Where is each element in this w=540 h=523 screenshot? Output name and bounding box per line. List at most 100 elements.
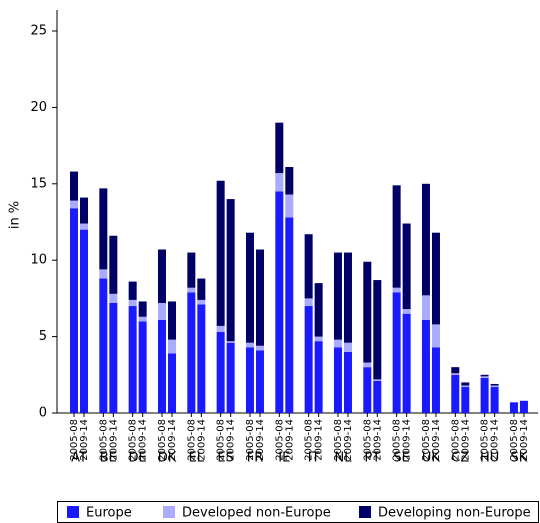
x-subcategory-label: 2009-14: [196, 419, 207, 461]
bar-segment: [392, 287, 401, 293]
bar-segment: [70, 200, 78, 209]
bar-segment: [314, 341, 323, 413]
bar-segment: [343, 351, 352, 413]
bar-segment: [70, 171, 78, 201]
bar-segment: [197, 278, 206, 300]
x-category-label: DK: [158, 451, 177, 466]
bar-segment: [480, 377, 489, 413]
bar-segment: [431, 232, 440, 325]
bar-segment: [314, 283, 323, 337]
bar-segment: [451, 367, 460, 374]
bar-segment: [80, 197, 88, 224]
bar-segment: [157, 249, 166, 303]
x-subcategory-label: 2009-14: [226, 419, 237, 461]
bar-segment: [226, 199, 235, 342]
y-tick-label: 0: [39, 406, 47, 421]
x-category-label: NL: [334, 451, 352, 466]
x-subcategory-label: 2009-14: [490, 419, 501, 461]
bar-segment: [138, 321, 147, 413]
bar-segment: [138, 301, 147, 317]
bar-segment: [333, 339, 342, 348]
x-category-label: HU: [480, 451, 499, 466]
bar-segment: [333, 252, 342, 340]
y-tick-label: 5: [39, 329, 47, 344]
x-subcategory-label: 2005-08: [392, 419, 403, 461]
bar-segment: [373, 380, 382, 413]
bar-segment: [99, 269, 108, 279]
x-subcategory-label: 2009-14: [138, 419, 149, 461]
y-tick-label: 10: [30, 253, 47, 268]
bar-segment: [285, 166, 294, 195]
bar-segment: [285, 194, 294, 218]
bar-segment: [167, 339, 176, 354]
bar-segment: [128, 306, 137, 413]
bar-segment: [402, 223, 411, 310]
x-subcategory-label: 2005-08: [362, 419, 373, 461]
bar-segment: [109, 235, 118, 294]
x-category-label: CZ: [451, 451, 469, 466]
bar-segment: [128, 281, 137, 300]
x-subcategory-label: 2009-14: [284, 419, 295, 461]
bar-segment: [363, 362, 372, 368]
bar-segment: [128, 299, 137, 307]
bar-segment: [157, 319, 166, 413]
bar-segment: [216, 332, 225, 413]
x-subcategory-label: 2009-14: [255, 419, 266, 461]
bar-segment: [197, 299, 206, 305]
x-subcategory-label: 2005-08: [128, 419, 139, 461]
legend-swatch: [359, 506, 371, 518]
bar-segment: [109, 302, 118, 413]
x-subcategory-label: 2005-08: [245, 419, 256, 461]
bar-segment: [304, 234, 313, 299]
bar-segment: [461, 385, 470, 388]
bar-segment: [187, 292, 196, 413]
bar-segment: [138, 316, 147, 322]
bar-segment: [314, 336, 323, 342]
bar-segment: [392, 185, 401, 288]
bar-segment: [373, 280, 382, 380]
x-subcategory-label: 2009-14: [402, 419, 413, 461]
bar-segment: [480, 376, 489, 378]
bar-segment: [451, 373, 460, 375]
legend-label: Developed non-Europe: [182, 506, 331, 521]
bar-segment: [421, 183, 430, 296]
x-category-label: SK: [511, 451, 528, 466]
bar-segment: [99, 278, 108, 413]
bar-segment: [255, 350, 264, 413]
bar-segment: [343, 252, 352, 343]
bar-segment: [490, 383, 499, 386]
bar-segment: [275, 191, 284, 413]
bar-segment: [431, 347, 440, 413]
bar-segment: [451, 374, 460, 413]
bar-segment: [285, 217, 294, 413]
bar-segment: [226, 342, 235, 413]
bar-segment: [197, 304, 206, 413]
bar-segment: [226, 341, 235, 343]
bar-segment: [480, 374, 489, 377]
x-subcategory-label: 2005-08: [216, 419, 227, 461]
bar-segment: [187, 252, 196, 288]
x-subcategory-label: 2005-08: [98, 419, 109, 461]
bar-segment: [421, 319, 430, 413]
bar-segment: [245, 347, 254, 413]
x-category-label: FR: [247, 451, 264, 466]
x-subcategory-label: 2005-08: [450, 419, 461, 461]
bar-segment: [490, 385, 499, 388]
y-tick-label: 25: [30, 24, 47, 39]
x-subcategory-label: 2005-08: [304, 419, 315, 461]
bar-segment: [275, 173, 284, 192]
bar-segment: [245, 342, 254, 348]
bar-segment: [216, 325, 225, 333]
bar-segment: [157, 302, 166, 320]
x-subcategory-label: 2005-08: [421, 419, 432, 461]
bar-segment: [509, 402, 518, 413]
bar-segment: [461, 387, 470, 413]
bar-segment: [255, 249, 264, 346]
x-subcategory-label: 2009-14: [372, 419, 383, 461]
legend-label: Developing non-Europe: [378, 506, 531, 521]
x-subcategory-label: 2005-08: [157, 419, 168, 461]
bar-segment: [167, 301, 176, 340]
x-category-label: EL: [189, 451, 205, 466]
x-subcategory-label: 2005-08: [509, 419, 520, 461]
